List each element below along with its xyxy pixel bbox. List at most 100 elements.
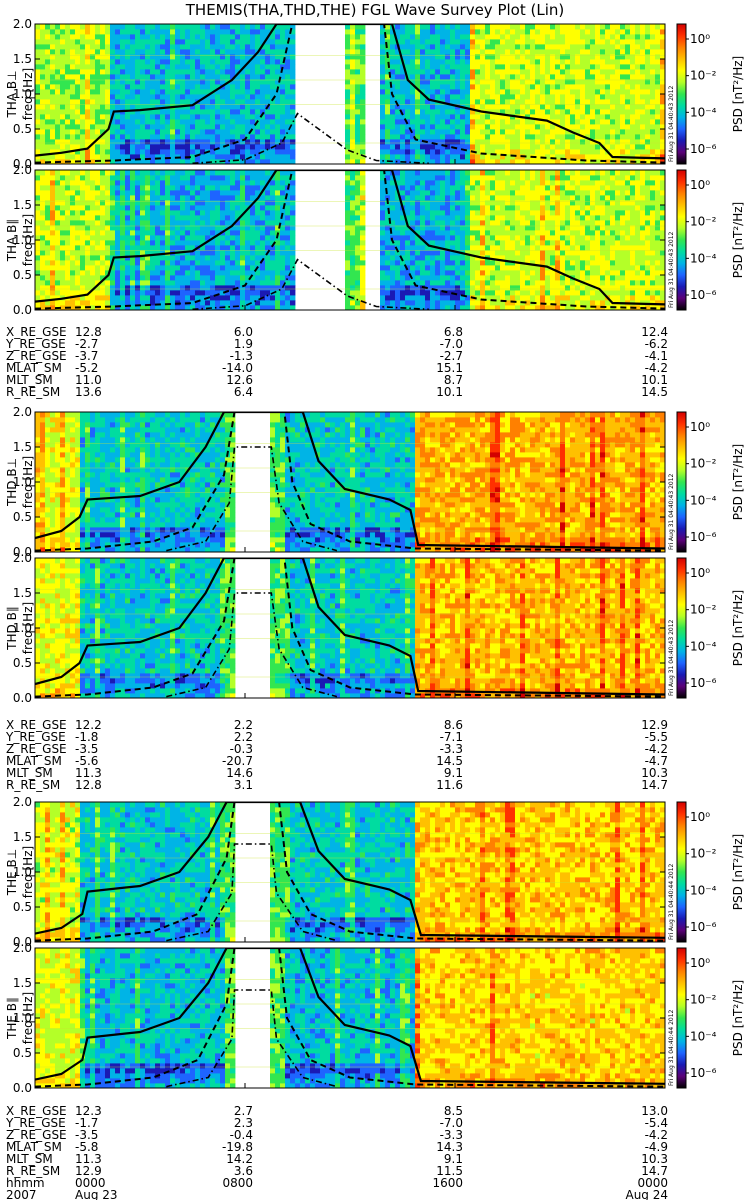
timestamp: Fri Aug 31 04:40:43 2012 bbox=[668, 85, 675, 162]
colorbar: 10⁰ 10⁻² 10⁻⁴ 10⁻⁶ PSD [nT²/Hz] Fri Aug 31 04… bbox=[668, 24, 745, 164]
colorbar-tick-label: 10⁻⁴ bbox=[690, 883, 717, 897]
colorbar-label: PSD [nT²/Hz] bbox=[731, 444, 745, 520]
colorbar-tick-label: 10⁻⁶ bbox=[690, 676, 717, 690]
colorbar-label: PSD [nT²/Hz] bbox=[731, 980, 745, 1056]
panel-ylabel: THE B∥ bbox=[5, 997, 19, 1040]
colorbar-tick-label: 10⁻⁴ bbox=[690, 105, 717, 119]
y-tick-label: 2.0 bbox=[13, 163, 32, 177]
y-tick-label: 1.5 bbox=[13, 586, 32, 600]
axis-label: freq [Hz] bbox=[21, 846, 35, 898]
y-tick-label: 0.5 bbox=[13, 122, 32, 136]
axis-label: freq [Hz] bbox=[21, 214, 35, 266]
timestamp: Fri Aug 31 04:40:43 2012 bbox=[668, 473, 675, 550]
y-tick-label: 0.0 bbox=[13, 1081, 32, 1095]
y-tick-label: 0.5 bbox=[13, 1046, 32, 1060]
ephemeris-value: 6.4 bbox=[234, 385, 253, 399]
ephemeris-row-label: 2007 bbox=[6, 1188, 37, 1200]
ephemeris-row-label: R_RE_SM bbox=[6, 385, 60, 399]
colorbar: 10⁰ 10⁻² 10⁻⁴ 10⁻⁶ PSD [nT²/Hz] Fri Aug 31 04… bbox=[668, 558, 745, 698]
y-tick-label: 1.5 bbox=[13, 976, 32, 990]
colorbar-tick-label: 10⁰ bbox=[690, 32, 710, 46]
y-tick-label: 0.5 bbox=[13, 510, 32, 524]
colorbar-tick-label: 10⁻⁶ bbox=[690, 142, 717, 156]
axis-label: freq [Hz] bbox=[21, 68, 35, 120]
colorbar: 10⁰ 10⁻² 10⁻⁴ 10⁻⁶ PSD [nT²/Hz] Fri Aug 31 04… bbox=[668, 948, 745, 1088]
panel-ylabel: THA B∥ bbox=[5, 219, 19, 263]
colorbar-tick-label: 10⁻⁴ bbox=[690, 493, 717, 507]
colorbar: 10⁰ 10⁻² 10⁻⁴ 10⁻⁶ PSD [nT²/Hz] Fri Aug 31 04… bbox=[668, 412, 745, 552]
panel-ylabel: THD B∥ bbox=[5, 606, 19, 651]
timestamp: Fri Aug 31 04:40:44 2012 bbox=[668, 863, 675, 940]
y-tick-label: 1.5 bbox=[13, 830, 32, 844]
ephemeris-value: 12.8 bbox=[75, 778, 102, 792]
ephemeris-value: Aug 24 bbox=[625, 1188, 668, 1200]
panel-ylabel: THA B⊥ bbox=[5, 70, 19, 118]
ephemeris-value: Aug 23 bbox=[75, 1188, 118, 1200]
y-tick-label: 0.5 bbox=[13, 656, 32, 670]
colorbar: 10⁰ 10⁻² 10⁻⁴ 10⁻⁶ PSD [nT²/Hz] Fri Aug 31 04… bbox=[668, 170, 745, 310]
axis-label: freq [Hz] bbox=[21, 456, 35, 508]
y-tick-label: 2.0 bbox=[13, 551, 32, 565]
colorbar-tick-label: 10⁻⁴ bbox=[690, 639, 717, 653]
ephemeris-thd: X_RE_GSE 12.2 2.2 8.6 12.9Y_RE_GSE -1.8 2.2 -7.… bbox=[5, 718, 668, 792]
axis-label: freq [Hz] bbox=[21, 992, 35, 1044]
ephemeris-value: 11.6 bbox=[436, 778, 463, 792]
colorbar: 10⁰ 10⁻² 10⁻⁴ 10⁻⁶ PSD [nT²/Hz] Fri Aug 31 04… bbox=[668, 802, 745, 942]
colorbar-tick-label: 10⁻² bbox=[690, 847, 717, 861]
ephemeris-value: 3.1 bbox=[234, 778, 253, 792]
ephemeris-value: 1600 bbox=[432, 1176, 463, 1190]
y-tick-label: 0.0 bbox=[13, 303, 32, 317]
y-tick-label: 2.0 bbox=[13, 17, 32, 31]
timestamp: Fri Aug 31 04:40:43 2012 bbox=[668, 619, 675, 696]
colorbar-label: PSD [nT²/Hz] bbox=[731, 834, 745, 910]
colorbar-tick-label: 10⁰ bbox=[690, 178, 710, 192]
colorbar-tick-label: 10⁰ bbox=[690, 566, 710, 580]
colorbar-tick-label: 10⁻⁴ bbox=[690, 1029, 717, 1043]
ephemeris-the: X_RE_GSE 12.3 2.7 8.5 13.0Y_RE_GSE -1.7 2.3 -7.… bbox=[5, 1104, 668, 1200]
y-tick-label: 1.5 bbox=[13, 198, 32, 212]
y-tick-label: 1.5 bbox=[13, 52, 32, 66]
colorbar-tick-label: 10⁻² bbox=[690, 69, 717, 83]
ephemeris-value: 13.6 bbox=[75, 385, 102, 399]
axis-label: freq [Hz] bbox=[21, 602, 35, 654]
y-tick-label: 0.5 bbox=[13, 268, 32, 282]
colorbar-tick-label: 10⁰ bbox=[690, 810, 710, 824]
colorbar-label: PSD [nT²/Hz] bbox=[731, 56, 745, 132]
y-tick-label: 2.0 bbox=[13, 795, 32, 809]
colorbar-label: PSD [nT²/Hz] bbox=[731, 202, 745, 278]
colorbar-tick-label: 10⁻⁶ bbox=[690, 920, 717, 934]
colorbar-tick-label: 10⁻⁶ bbox=[690, 530, 717, 544]
colorbar-tick-label: 10⁻⁶ bbox=[690, 288, 717, 302]
colorbar-tick-label: 10⁻⁴ bbox=[690, 251, 717, 265]
ephemeris-value: 14.7 bbox=[641, 778, 668, 792]
colorbar-tick-label: 10⁻² bbox=[690, 603, 717, 617]
panel-ylabel: THD B⊥ bbox=[5, 458, 19, 507]
colorbar-tick-label: 10⁻² bbox=[690, 215, 717, 229]
ephemeris-row-label: R_RE_SM bbox=[6, 778, 60, 792]
timestamp: Fri Aug 31 04:40:44 2012 bbox=[668, 1009, 675, 1086]
panel-ylabel: THE B⊥ bbox=[5, 849, 19, 896]
colorbar-tick-label: 10⁰ bbox=[690, 420, 710, 434]
timestamp: Fri Aug 31 04:40:43 2012 bbox=[668, 231, 675, 308]
y-tick-label: 0.5 bbox=[13, 900, 32, 914]
colorbar-label: PSD [nT²/Hz] bbox=[731, 590, 745, 666]
colorbar-tick-label: 10⁻⁶ bbox=[690, 1066, 717, 1080]
colorbar-tick-label: 10⁰ bbox=[690, 956, 710, 970]
ephemeris-value: 10.1 bbox=[436, 385, 463, 399]
ephemeris-value: 0800 bbox=[222, 1176, 253, 1190]
ephemeris-value: 14.5 bbox=[641, 385, 668, 399]
y-tick-label: 2.0 bbox=[13, 941, 32, 955]
colorbar-tick-label: 10⁻² bbox=[690, 457, 717, 471]
ephemeris-tha: X_RE_GSE 12.8 6.0 6.8 12.4Y_RE_GSE -2.7 1.9 -7.… bbox=[5, 325, 668, 399]
y-tick-label: 1.5 bbox=[13, 440, 32, 454]
colorbar-tick-label: 10⁻² bbox=[690, 993, 717, 1007]
y-tick-label: 2.0 bbox=[13, 405, 32, 419]
